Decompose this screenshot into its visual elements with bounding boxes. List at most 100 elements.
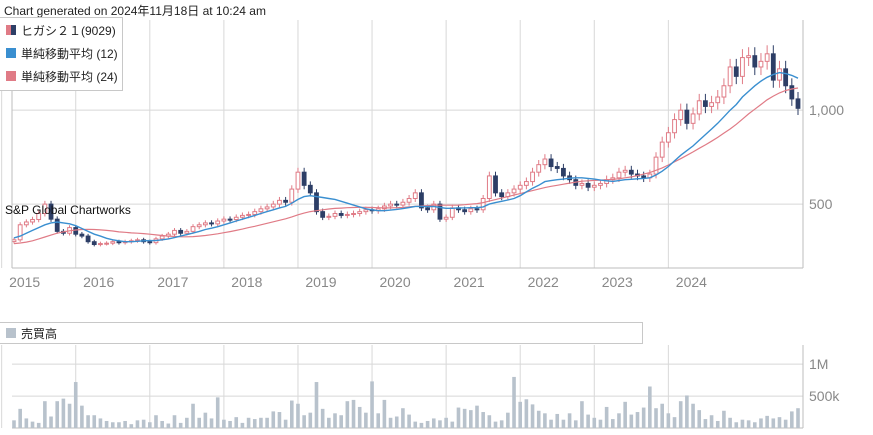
candle — [215, 218, 221, 227]
candle — [777, 60, 782, 88]
volume-bar — [246, 417, 251, 428]
legend-item-sma24[interactable]: 単純移動平均 (24) — [6, 68, 118, 84]
volume-bar — [450, 421, 455, 428]
candle — [443, 214, 449, 222]
price-y-axis-labels: 500 1,000 — [809, 102, 844, 212]
volume-bar — [215, 397, 220, 428]
candle — [104, 241, 109, 246]
candle — [270, 200, 276, 211]
candle — [357, 208, 363, 217]
x-tick-label: 2023 — [602, 274, 633, 290]
candle — [351, 210, 356, 218]
candle — [277, 196, 282, 208]
volume-bar — [222, 419, 226, 428]
volume-bar — [364, 412, 368, 428]
volume-bar — [666, 413, 671, 428]
volume-bar — [796, 408, 800, 428]
x-tick-label: 2020 — [379, 274, 410, 290]
candle — [437, 200, 443, 222]
price-legend: ヒガシ２１(9029) 単純移動平均 (12) 単純移動平均 (24) — [0, 17, 123, 91]
volume-bar — [481, 412, 485, 428]
candle — [783, 60, 789, 94]
volume-bar — [752, 422, 757, 428]
volume-bar — [172, 415, 177, 428]
volume-bar — [49, 416, 53, 428]
volume-bar — [117, 422, 121, 428]
candlestick-series — [11, 45, 801, 247]
volume-bar — [431, 418, 436, 428]
candle — [616, 167, 622, 183]
volume-bar — [648, 386, 652, 428]
candle — [653, 152, 659, 179]
legend-item-volume[interactable]: 売買高 — [6, 325, 57, 341]
volume-bar — [543, 413, 547, 428]
volume-bar — [783, 419, 788, 428]
candle — [301, 167, 307, 190]
volume-bar — [234, 417, 239, 428]
candle — [172, 228, 177, 237]
candle — [332, 210, 338, 220]
candle — [542, 154, 548, 170]
volume-bar — [456, 407, 461, 428]
volume-bar — [388, 417, 393, 428]
x-tick-label: 2017 — [157, 274, 188, 290]
volume-y-tick-label: 1M — [809, 356, 828, 372]
volume-bar — [283, 419, 288, 428]
price-panel-frame — [11, 20, 804, 269]
sma-24-line — [13, 87, 799, 245]
legend-item-price[interactable]: ヒガシ２１(9029) — [6, 22, 116, 38]
volume-swatch-icon — [6, 328, 16, 338]
volume-bar — [308, 412, 313, 428]
volume-bar — [487, 415, 492, 428]
x-tick-label: 2024 — [676, 274, 707, 290]
candle — [178, 228, 184, 236]
volume-bar — [413, 421, 418, 428]
volume-bar — [746, 420, 751, 428]
volume-bar — [765, 415, 769, 428]
volume-bar — [401, 408, 405, 428]
volume-bar — [518, 401, 523, 428]
volume-bar — [73, 382, 78, 428]
volume-bar — [790, 411, 794, 428]
candle — [746, 47, 752, 66]
candle — [363, 206, 369, 215]
candle — [375, 205, 381, 214]
volume-bar — [697, 410, 702, 428]
volume-bar — [203, 412, 208, 428]
watermark-label: S&P Global Chartworks — [5, 203, 131, 217]
volume-bar — [444, 417, 448, 428]
volume-y-tick-label: 500k — [809, 388, 840, 404]
volume-bar — [240, 422, 245, 428]
candle — [672, 113, 677, 139]
legend-label-sma12: 単純移動平均 (12) — [21, 46, 118, 61]
volume-bar — [438, 420, 442, 428]
volume-bar — [154, 415, 158, 428]
candle — [98, 241, 103, 247]
candle — [11, 237, 17, 244]
candle — [733, 58, 739, 85]
volume-bar — [135, 420, 140, 428]
volume-bar — [24, 418, 29, 428]
candle — [684, 103, 690, 130]
volume-bar — [370, 381, 374, 428]
candle — [721, 78, 727, 105]
volume-y-axis-labels: 500k 1M — [809, 356, 840, 404]
legend-label-volume: 売買高 — [21, 326, 58, 341]
volume-bar — [43, 401, 47, 428]
volume-bar — [277, 412, 282, 428]
candle — [764, 45, 770, 70]
legend-item-sma12[interactable]: 単純移動平均 (12) — [6, 45, 118, 61]
candle — [412, 189, 418, 202]
candle — [554, 161, 560, 173]
volume-bar — [289, 400, 294, 428]
y-tick-label: 1,000 — [809, 102, 844, 118]
volume-bar — [376, 413, 381, 428]
candle — [493, 171, 498, 197]
legend-label-price: ヒガシ２１(9029) — [21, 23, 116, 38]
candle — [54, 216, 60, 234]
volume-bar — [629, 414, 634, 428]
candle — [622, 165, 628, 177]
candle — [320, 208, 326, 221]
volume-bar — [623, 401, 627, 428]
